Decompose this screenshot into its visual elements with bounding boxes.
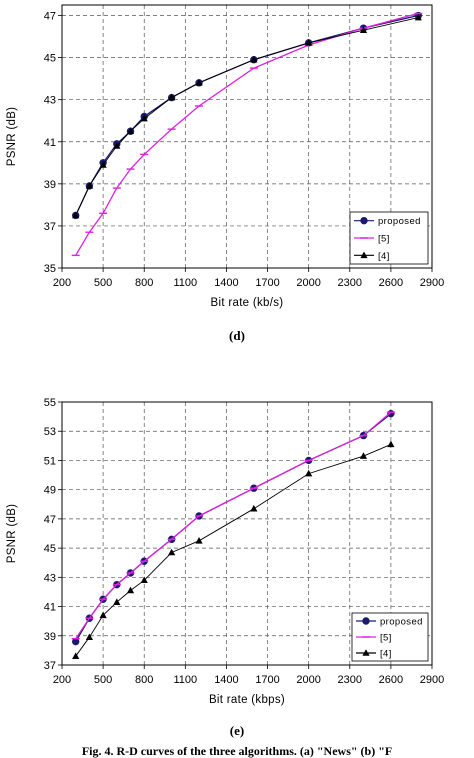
legend: proposed [5] [4] bbox=[351, 612, 429, 662]
data-point bbox=[195, 537, 203, 544]
series-1 bbox=[72, 409, 395, 646]
data-point bbox=[414, 13, 422, 21]
x-tick-label: 2600 bbox=[379, 674, 403, 686]
legend-marker bbox=[360, 251, 368, 259]
y-tick-label: 41 bbox=[44, 137, 56, 149]
series-3 bbox=[72, 440, 395, 660]
data-point bbox=[250, 504, 258, 512]
data-point bbox=[387, 440, 395, 448]
data-point bbox=[359, 452, 368, 459]
data-point bbox=[168, 548, 176, 556]
series-2 bbox=[71, 411, 395, 640]
data-point bbox=[99, 161, 107, 168]
data-point bbox=[140, 114, 148, 122]
series-line bbox=[75, 411, 392, 640]
x-tick-label: 200 bbox=[53, 674, 71, 686]
y-tick-label: 39 bbox=[44, 631, 56, 643]
y-tick-label: 37 bbox=[44, 660, 56, 672]
data-point bbox=[126, 127, 135, 135]
y-tick-label: 47 bbox=[44, 11, 56, 23]
series-3 bbox=[72, 13, 422, 219]
data-point bbox=[113, 142, 121, 149]
data-point bbox=[126, 586, 135, 594]
plot-frame bbox=[61, 401, 433, 666]
y-tick-label: 49 bbox=[44, 485, 56, 497]
legend-marker bbox=[362, 649, 370, 656]
y-axis-label: PSNR (dB) bbox=[6, 504, 18, 564]
chart-panel-1: 200 500 800 1100 1400 1700 2000 2300 2600 2900 35 3… bbox=[6, 4, 444, 343]
legend-label: [4] bbox=[380, 649, 392, 660]
legend-label: proposed bbox=[380, 617, 423, 628]
data-point bbox=[250, 55, 258, 63]
y-tick-label: 39 bbox=[44, 179, 56, 191]
x-tick-label: 2000 bbox=[296, 277, 320, 289]
y-tick-label: 43 bbox=[44, 95, 56, 107]
legend-marker bbox=[360, 216, 368, 225]
y-tick-label: 45 bbox=[44, 543, 56, 555]
data-point bbox=[72, 652, 80, 660]
x-tick-label: 1100 bbox=[174, 277, 198, 289]
data-point bbox=[305, 469, 313, 477]
x-axis-label: Bit rate (kbps) bbox=[209, 694, 285, 706]
series-line bbox=[75, 443, 392, 657]
y-tick-label: 55 bbox=[44, 397, 56, 409]
y-tick-label: 41 bbox=[44, 602, 56, 614]
series-line bbox=[75, 14, 419, 216]
x-axis-label: Bit rate (kb/s) bbox=[211, 297, 284, 309]
x-tick-label: 1400 bbox=[214, 277, 238, 289]
data-point bbox=[85, 182, 94, 189]
data-point bbox=[85, 633, 94, 641]
y-tick-label: 35 bbox=[44, 263, 56, 275]
y-axis-label: PSNR (dB) bbox=[6, 107, 18, 167]
y-tick-label: 53 bbox=[44, 426, 56, 438]
series-line bbox=[75, 17, 419, 216]
figure-caption: Fig. 4. R-D curves of the three algorith… bbox=[81, 744, 393, 758]
legend: proposed [5] [4] bbox=[349, 211, 429, 265]
x-tick-label: 1700 bbox=[255, 277, 279, 289]
x-tick-label: 1400 bbox=[214, 674, 238, 686]
x-tick-label: 2300 bbox=[338, 277, 362, 289]
x-tick-label: 200 bbox=[53, 277, 71, 289]
x-tick-label: 500 bbox=[94, 674, 112, 686]
y-tick-label: 43 bbox=[44, 572, 56, 584]
legend-label: [5] bbox=[380, 633, 392, 644]
x-tick-label: 2600 bbox=[379, 277, 403, 289]
y-tick-label: 47 bbox=[44, 514, 56, 526]
x-tick-label: 1100 bbox=[174, 674, 198, 686]
x-tick-label: 800 bbox=[135, 277, 153, 289]
y-tick-label: 51 bbox=[44, 455, 56, 467]
data-point bbox=[113, 598, 121, 605]
legend-label: [5] bbox=[378, 234, 390, 245]
legend-label: [4] bbox=[378, 251, 390, 262]
data-point bbox=[195, 79, 203, 86]
data-point bbox=[305, 39, 313, 46]
data-point bbox=[359, 26, 368, 34]
y-tick-label: 37 bbox=[44, 221, 56, 233]
x-tick-label: 500 bbox=[94, 277, 112, 289]
legend-label: proposed bbox=[378, 216, 421, 227]
x-tick-label: 2000 bbox=[296, 674, 320, 686]
x-tick-label: 2300 bbox=[338, 674, 362, 686]
x-tick-label: 2900 bbox=[420, 674, 444, 686]
x-tick-label: 2900 bbox=[420, 277, 444, 289]
series-line bbox=[75, 413, 392, 642]
plot-frame bbox=[61, 4, 433, 269]
data-point bbox=[72, 211, 80, 219]
series-1 bbox=[72, 11, 422, 220]
x-tick-label: 800 bbox=[135, 674, 153, 686]
data-point bbox=[140, 576, 148, 584]
chart-panel-2: 200 500 800 1100 1400 1700 2000 2300 2600 2900 37 3… bbox=[6, 397, 444, 738]
data-point bbox=[99, 611, 107, 619]
panel-label: (e) bbox=[230, 723, 244, 738]
legend-marker bbox=[362, 617, 370, 625]
series-line bbox=[75, 12, 419, 256]
x-tick-label: 1700 bbox=[255, 674, 279, 686]
y-tick-label: 45 bbox=[44, 53, 56, 65]
data-point bbox=[168, 93, 176, 101]
panel-label: (d) bbox=[229, 328, 245, 343]
